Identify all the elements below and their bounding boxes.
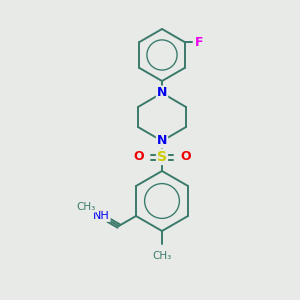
- Text: O: O: [134, 151, 144, 164]
- Text: F: F: [194, 35, 203, 49]
- Text: O: O: [180, 151, 190, 164]
- Text: N: N: [157, 86, 167, 100]
- Text: NH: NH: [93, 211, 110, 221]
- Text: CH₃: CH₃: [152, 251, 172, 261]
- Text: O: O: [95, 209, 106, 222]
- Text: S: S: [157, 150, 167, 164]
- Text: CH₃: CH₃: [76, 202, 95, 212]
- Text: N: N: [157, 134, 167, 148]
